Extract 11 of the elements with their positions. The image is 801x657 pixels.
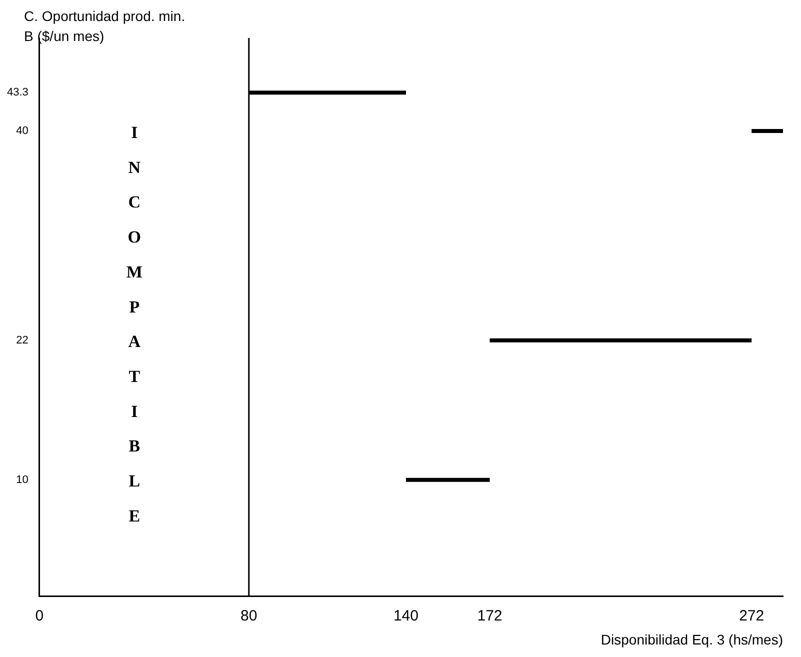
y-tick-label: 40	[16, 125, 28, 138]
y-tick-label: 22	[16, 334, 28, 346]
x-axis-title: Disponibilidad Eq. 3 (hs/mes)	[600, 631, 783, 648]
y-tick-label: 10	[16, 474, 28, 486]
y-tick-label: 43.3	[6, 86, 28, 99]
x-tick-label: 172	[477, 607, 502, 624]
text: INCOMPATIBLE	[126, 123, 142, 526]
x-tick-label: 140	[393, 607, 418, 624]
x-tick-label: 80	[240, 607, 258, 624]
x-tick-label: 272	[739, 607, 764, 624]
x-tick-label: 0	[35, 607, 44, 624]
